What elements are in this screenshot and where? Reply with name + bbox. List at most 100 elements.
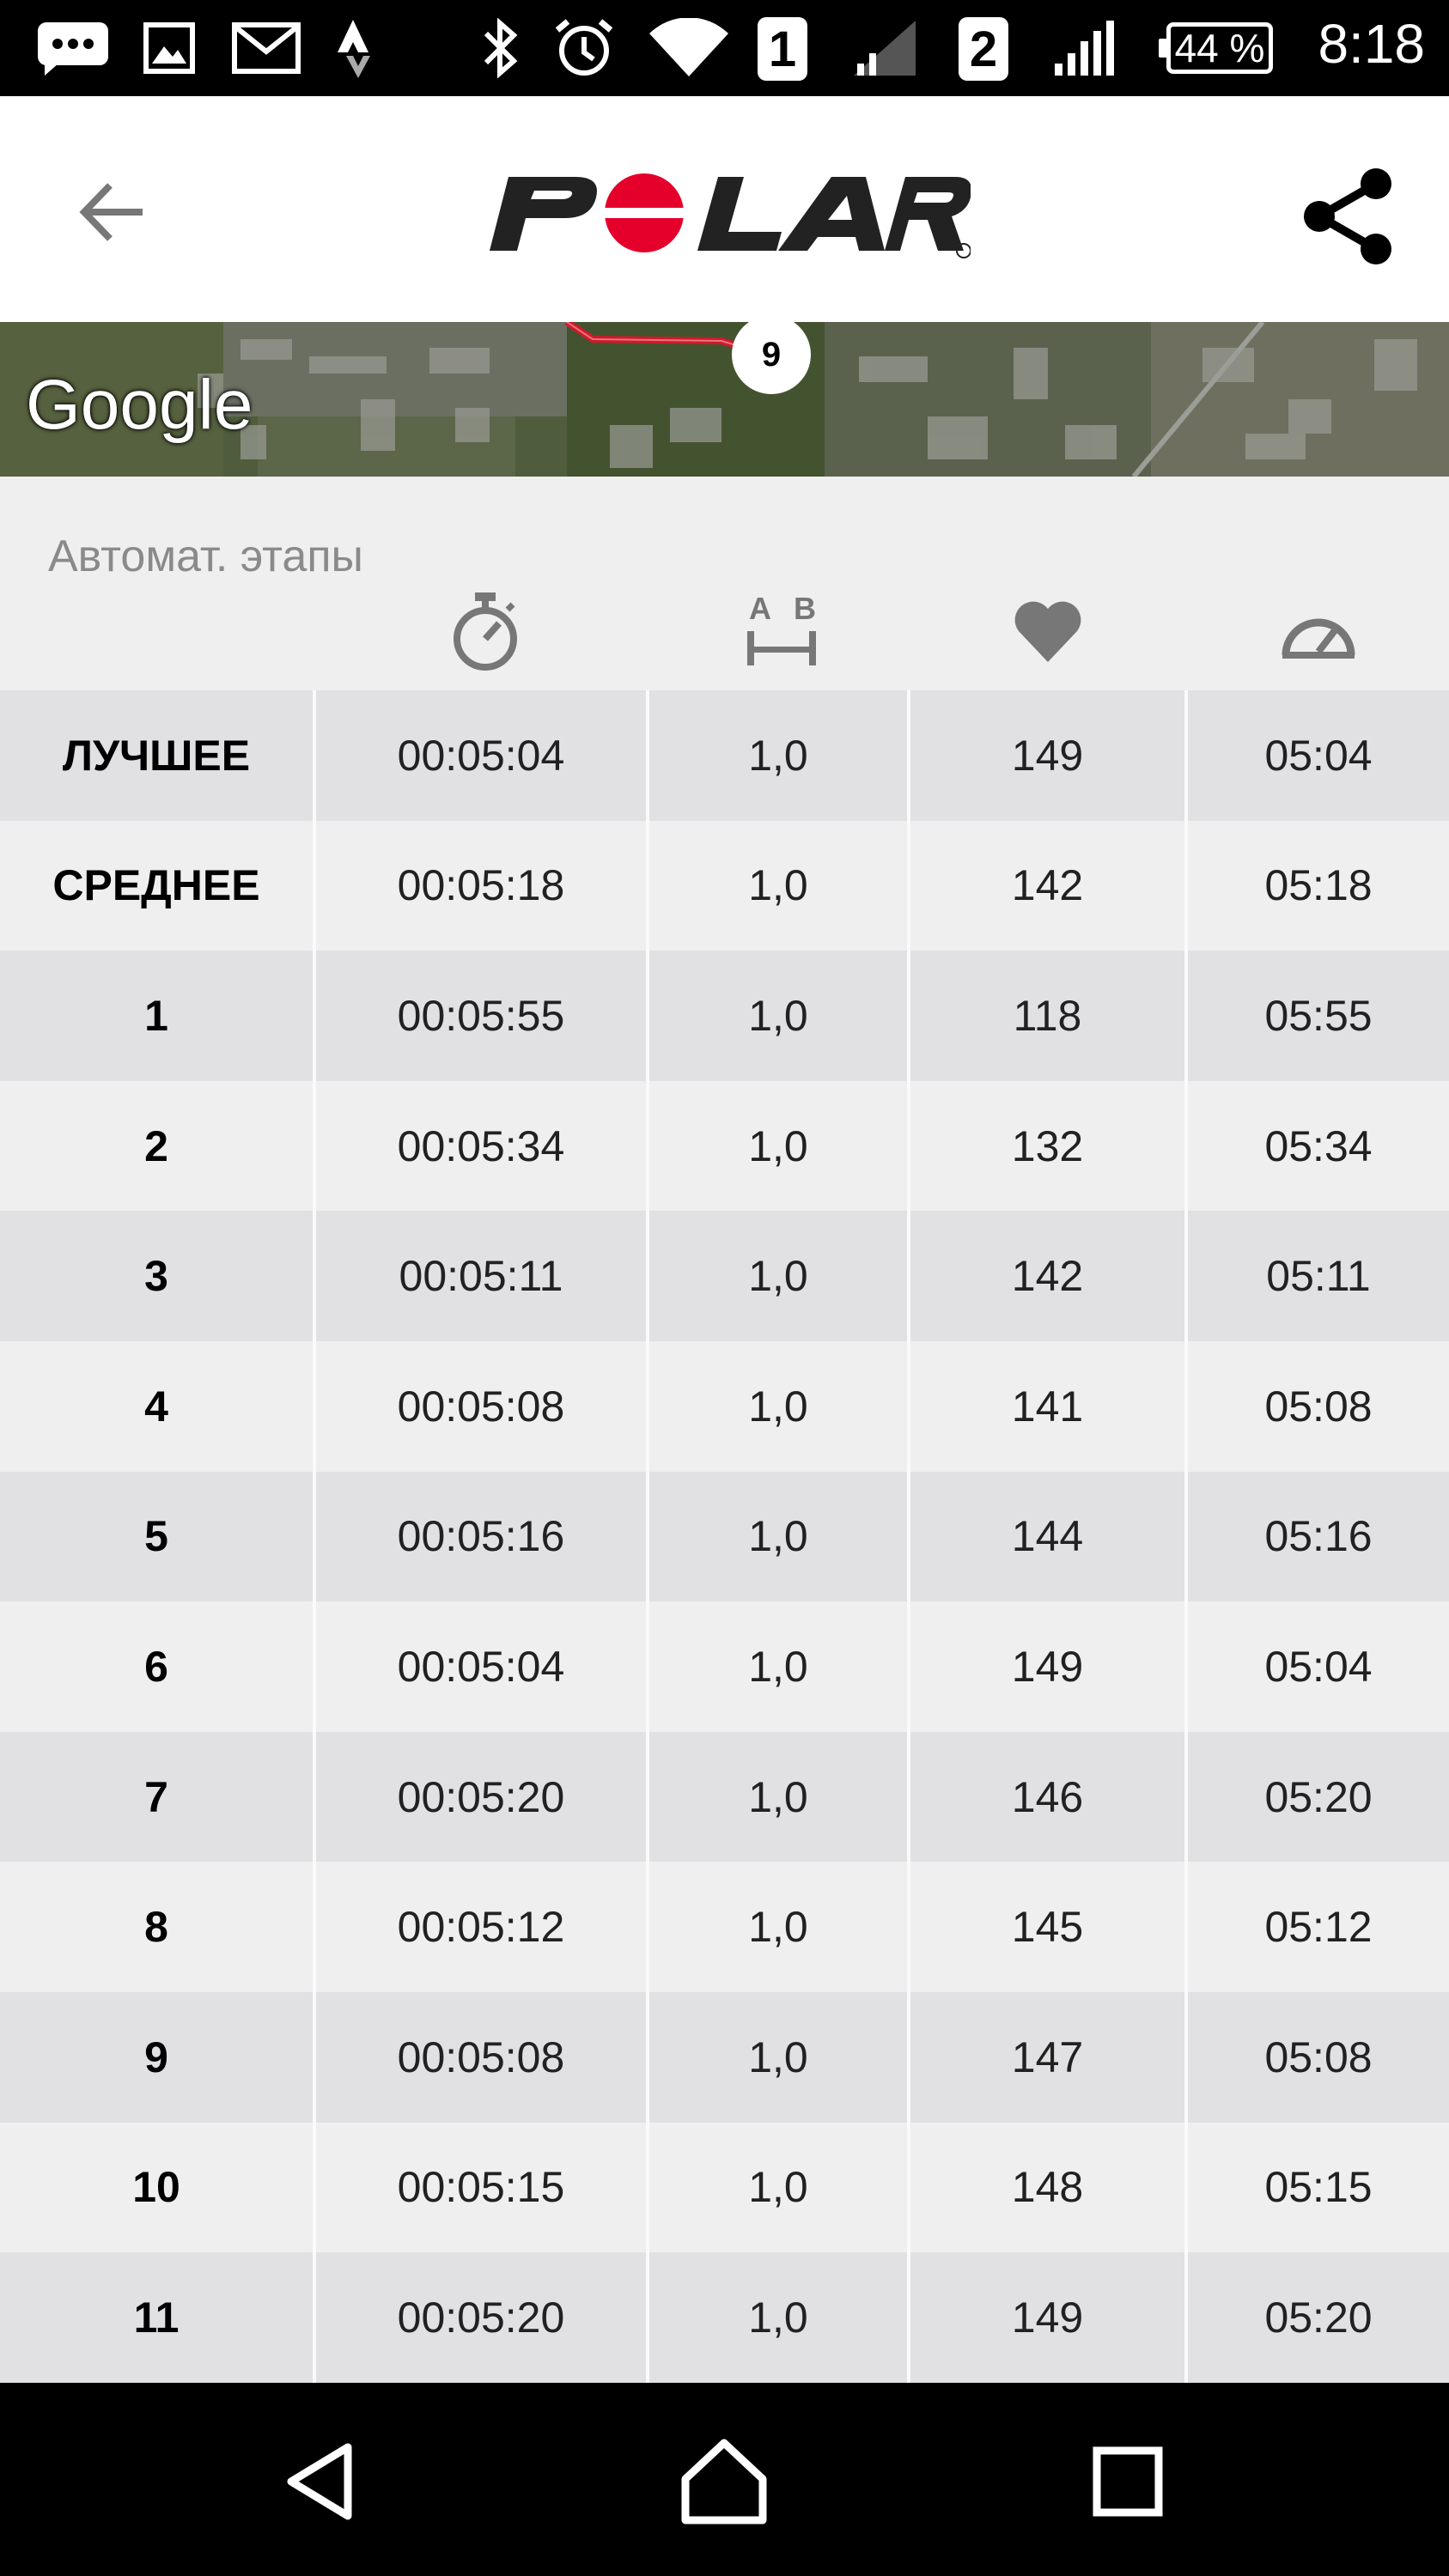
lap-time: 00:05:04: [316, 690, 649, 821]
lap-distance: 1,0: [649, 690, 910, 821]
lap-time: 00:05:15: [316, 2122, 649, 2253]
row-label: 6: [0, 1601, 316, 1732]
laps-table: ЛУЧШЕЕ 00:05:04 1,0 149 05:04 СРЕДНЕЕ 00:05:18…: [0, 690, 1449, 2383]
lap-distance: 1,0: [649, 820, 910, 951]
back-button[interactable]: [60, 161, 163, 264]
signal-icon: [850, 19, 919, 77]
lap-time: 00:05:08: [316, 1340, 649, 1472]
lap-pace: 05:20: [1264, 1772, 1373, 1821]
sim2-badge: 2: [959, 17, 1008, 81]
lap-distance: 1,0: [649, 1080, 910, 1212]
lap-heart-rate: 149: [910, 2252, 1188, 2383]
wifi-icon: [646, 18, 732, 77]
lap-pace: 05:15: [1264, 2163, 1373, 2212]
lap-heart-rate: 118: [910, 951, 1188, 1081]
lap-pace: 05:08: [1264, 1382, 1373, 1431]
signal-icon: [1050, 19, 1118, 77]
row-label: 1: [0, 951, 316, 1081]
lap-distance: 1,0: [649, 1601, 910, 1732]
route-map[interactable]: 9 Google: [0, 322, 1449, 477]
nav-back-button[interactable]: [258, 2417, 387, 2546]
lap-pace: 05:55: [1264, 991, 1373, 1040]
lap-distance: 1,0: [649, 2122, 910, 2253]
lap-heart-rate: 142: [910, 1211, 1188, 1341]
table-row: 8 00:05:12 1,0 145 05:12: [0, 1862, 1449, 1992]
row-label: 8: [0, 1862, 316, 1992]
strava-icon: [330, 19, 390, 78]
lap-distance: 1,0: [649, 2252, 910, 2383]
section-title: Автомат. этапы: [48, 532, 363, 581]
lap-pace: 05:08: [1264, 2032, 1373, 2081]
lap-heart-rate: 147: [910, 1991, 1188, 2123]
lap-pace: 05:20: [1264, 2293, 1373, 2342]
share-button[interactable]: [1288, 156, 1409, 276]
lap-heart-rate: 145: [910, 1862, 1188, 1992]
navigation-bar: [0, 2383, 1449, 2576]
nav-home-button[interactable]: [660, 2417, 788, 2546]
lap-time: 00:05:20: [316, 2252, 649, 2383]
table-row: 7 00:05:20 1,0 146 05:20: [0, 1731, 1449, 1862]
nav-recents-button[interactable]: [1063, 2417, 1192, 2546]
battery-indicator: 44 %: [1159, 22, 1273, 74]
alarm-icon: [550, 19, 618, 77]
lap-distance: 1,0: [649, 1731, 910, 1862]
table-row: 9 00:05:08 1,0 147 05:08: [0, 1991, 1449, 2123]
lap-heart-rate: 146: [910, 1731, 1188, 1862]
lap-time: 00:05:34: [316, 1080, 649, 1212]
row-label: 5: [0, 1471, 316, 1602]
bluetooth-icon: [474, 18, 526, 78]
lap-heart-rate: 149: [910, 690, 1188, 821]
lap-time: 00:05:04: [316, 1601, 649, 1732]
lap-time: 00:05:08: [316, 1991, 649, 2123]
arrow-left-icon: [79, 183, 143, 241]
table-row: 4 00:05:08 1,0 141 05:08: [0, 1340, 1449, 1472]
lap-time: 00:05:18: [316, 820, 649, 951]
home-icon: [681, 2439, 767, 2524]
row-label: 7: [0, 1731, 316, 1862]
speedometer-icon: [1267, 584, 1370, 678]
lap-time: 00:05:11: [316, 1211, 649, 1341]
row-label: 10: [0, 2122, 316, 2253]
lap-time: 00:05:20: [316, 1731, 649, 1862]
route-marker-label: 9: [761, 335, 782, 374]
polar-logo: [481, 165, 972, 259]
chat-icon: [34, 19, 112, 77]
lap-heart-rate: 144: [910, 1471, 1188, 1602]
lap-pace: 05:34: [1264, 1121, 1373, 1170]
row-label: 2: [0, 1080, 316, 1212]
table-row: 6 00:05:04 1,0 149 05:04: [0, 1601, 1449, 1732]
lap-pace: 05:18: [1264, 861, 1373, 910]
lap-distance: 1,0: [649, 1471, 910, 1602]
lap-distance: 1,0: [649, 1211, 910, 1341]
lap-heart-rate: 132: [910, 1080, 1188, 1212]
row-label: 4: [0, 1340, 316, 1472]
row-label: 11: [0, 2252, 316, 2383]
table-row: СРЕДНЕЕ 00:05:18 1,0 142 05:18: [0, 820, 1449, 951]
lap-time: 00:05:55: [316, 951, 649, 1081]
lap-pace: 05:04: [1264, 1642, 1373, 1691]
lap-time: 00:05:12: [316, 1862, 649, 1992]
lap-heart-rate: 149: [910, 1601, 1188, 1732]
sim1-badge: 1: [758, 17, 807, 81]
lap-pace: 05:12: [1264, 1903, 1373, 1952]
table-row: ЛУЧШЕЕ 00:05:04 1,0 149 05:04: [0, 690, 1449, 821]
distance-icon: A B: [730, 584, 833, 678]
row-label: 3: [0, 1211, 316, 1341]
lap-pace: 05:11: [1266, 1252, 1371, 1301]
lap-pace: 05:16: [1264, 1512, 1373, 1561]
distance-icon-a: A: [749, 591, 771, 626]
table-row: 3 00:05:11 1,0 142 05:11: [0, 1211, 1449, 1341]
table-row: 1 00:05:55 1,0 118 05:55: [0, 951, 1449, 1081]
map-satellite-image: [0, 322, 1449, 477]
distance-icon-b: B: [794, 591, 816, 626]
row-label: СРЕДНЕЕ: [0, 820, 316, 951]
stopwatch-icon: [429, 584, 541, 678]
route-marker[interactable]: 9: [732, 329, 811, 380]
heart-icon: [996, 584, 1099, 678]
lap-distance: 1,0: [649, 1991, 910, 2123]
table-row: 10 00:05:15 1,0 148 05:15: [0, 2122, 1449, 2253]
lap-time: 00:05:16: [316, 1471, 649, 1602]
google-attribution: Google: [26, 366, 253, 444]
lap-distance: 1,0: [649, 1862, 910, 1992]
lap-heart-rate: 148: [910, 2122, 1188, 2253]
